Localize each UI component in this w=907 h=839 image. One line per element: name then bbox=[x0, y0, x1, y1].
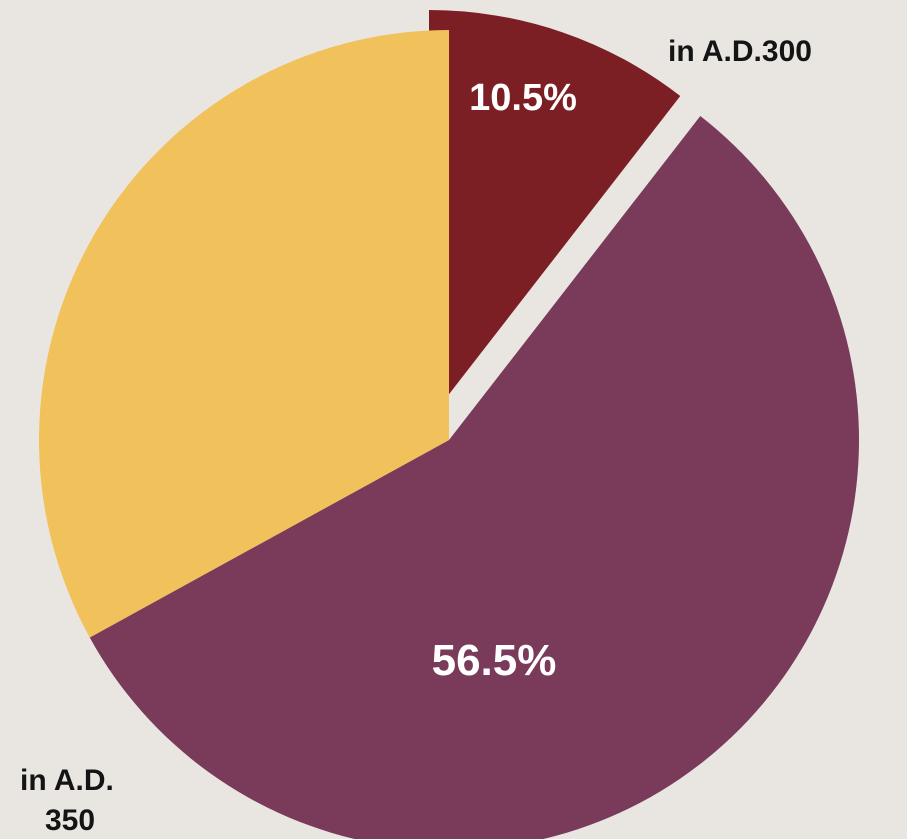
slice-label-1: 10.5% bbox=[469, 77, 577, 119]
slice-label-2: 56.5% bbox=[432, 636, 557, 685]
annotation-ad300: in A.D.300 bbox=[668, 35, 812, 68]
pie-slice-2 bbox=[89, 116, 859, 839]
pie-slice-1 bbox=[429, 10, 681, 420]
annotation-ad350-line1: in A.D. bbox=[20, 764, 114, 797]
pie-slice-3 bbox=[39, 30, 449, 638]
pie-slices bbox=[39, 10, 859, 839]
annotation-ad350-line2: 350 bbox=[45, 804, 95, 837]
